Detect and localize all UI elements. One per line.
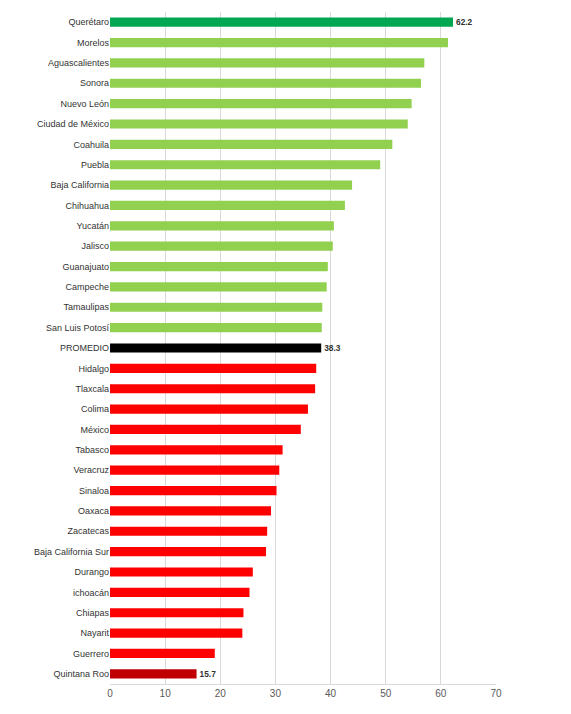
svg-text:Tamaulipas: Tamaulipas (63, 302, 109, 312)
svg-text:Baja California: Baja California (50, 180, 109, 190)
svg-text:Colima: Colima (81, 404, 109, 414)
svg-text:Sinaloa: Sinaloa (79, 486, 109, 496)
svg-text:Tabasco: Tabasco (75, 445, 109, 455)
svg-text:Guerrero: Guerrero (73, 649, 109, 659)
svg-text:Nayarit: Nayarit (80, 628, 109, 638)
svg-text:Aguascalientes: Aguascalientes (48, 58, 110, 68)
svg-text:Guanajuato: Guanajuato (62, 262, 109, 272)
svg-text:10: 10 (160, 688, 172, 699)
svg-text:PROMEDIO: PROMEDIO (60, 343, 109, 353)
svg-text:Jalisco: Jalisco (81, 241, 109, 251)
svg-text:Hidalgo: Hidalgo (78, 364, 109, 374)
svg-text:62.2: 62.2 (456, 17, 473, 27)
svg-text:ichoacán: ichoacán (73, 588, 109, 598)
svg-text:Oaxaca: Oaxaca (78, 506, 109, 516)
svg-text:40: 40 (325, 688, 337, 699)
svg-text:San Luis Potosí: San Luis Potosí (46, 323, 110, 333)
svg-text:30: 30 (270, 688, 282, 699)
svg-text:Yucatán: Yucatán (76, 221, 109, 231)
svg-text:Baja California Sur: Baja California Sur (34, 547, 109, 557)
svg-text:70: 70 (490, 688, 502, 699)
svg-text:Tlaxcala: Tlaxcala (75, 384, 109, 394)
svg-text:Chiapas: Chiapas (76, 608, 110, 618)
svg-text:Ciudad de México: Ciudad de México (37, 119, 109, 129)
svg-text:Coahuila: Coahuila (73, 140, 109, 150)
svg-text:20: 20 (215, 688, 227, 699)
svg-text:38.3: 38.3 (324, 343, 341, 353)
svg-text:60: 60 (435, 688, 447, 699)
svg-text:Querétaro: Querétaro (68, 17, 109, 27)
svg-text:Sonora: Sonora (80, 78, 109, 88)
svg-text:Morelos: Morelos (77, 38, 110, 48)
svg-text:México: México (80, 425, 109, 435)
svg-text:Puebla: Puebla (81, 160, 109, 170)
svg-text:Nuevo León: Nuevo León (60, 99, 109, 109)
svg-text:Durango: Durango (74, 567, 109, 577)
svg-text:Quintana Roo: Quintana Roo (53, 669, 109, 679)
svg-text:Campeche: Campeche (65, 282, 109, 292)
svg-text:Zacatecas: Zacatecas (67, 526, 109, 536)
svg-text:Veracruz: Veracruz (73, 465, 109, 475)
svg-text:0: 0 (107, 688, 113, 699)
svg-text:15.7: 15.7 (200, 669, 217, 679)
svg-text:50: 50 (380, 688, 392, 699)
svg-text:Chihuahua: Chihuahua (65, 201, 109, 211)
